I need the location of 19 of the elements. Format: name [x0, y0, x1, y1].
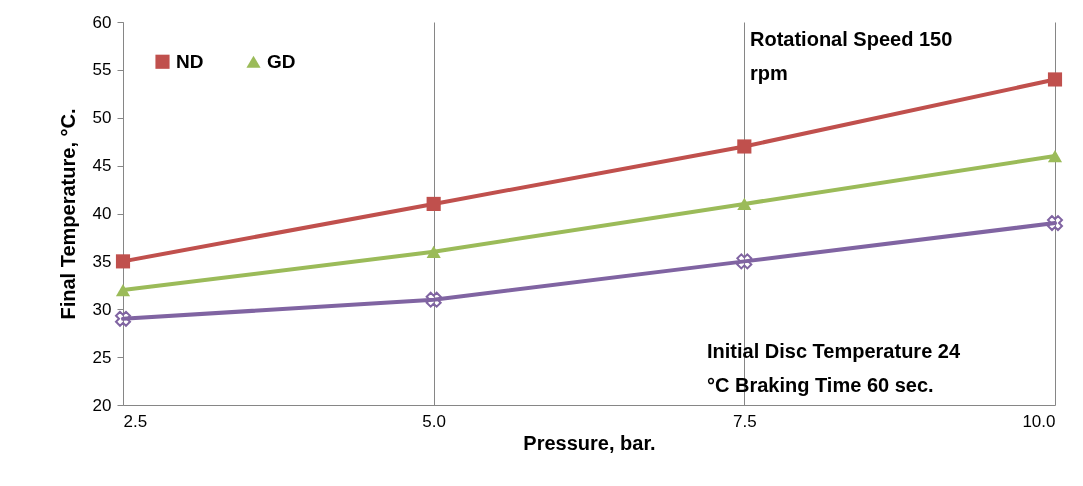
y-tick-label: 60 [92, 12, 112, 32]
y-tick-label: 20 [92, 395, 112, 415]
y-tick-label: 25 [92, 347, 112, 367]
y-tick-label: 35 [92, 251, 112, 271]
y-axis-title: Final Temperature, °C. [56, 108, 79, 320]
x-axis-title: Pressure, bar. [523, 431, 656, 454]
legend-label: GD [267, 50, 296, 72]
y-tick-label: 45 [92, 156, 112, 176]
x-tick-label: 2.5 [123, 411, 148, 431]
legend-label: ND [176, 50, 204, 72]
y-tick-label: 30 [92, 299, 112, 319]
y-tick-label: 55 [92, 60, 112, 80]
annotation: Initial Disc Temperature 24 °C Braking Time 60 sec. [707, 340, 961, 396]
x-tick-label: 10.0 [1022, 411, 1056, 431]
x-tick-label: 5.0 [422, 411, 446, 431]
y-tick-label: 40 [92, 204, 112, 223]
y-tick-label: 50 [92, 108, 112, 128]
x-tick-label: 7.5 [733, 411, 757, 431]
annotation: Rotational Speed 150 rpm [750, 28, 953, 84]
